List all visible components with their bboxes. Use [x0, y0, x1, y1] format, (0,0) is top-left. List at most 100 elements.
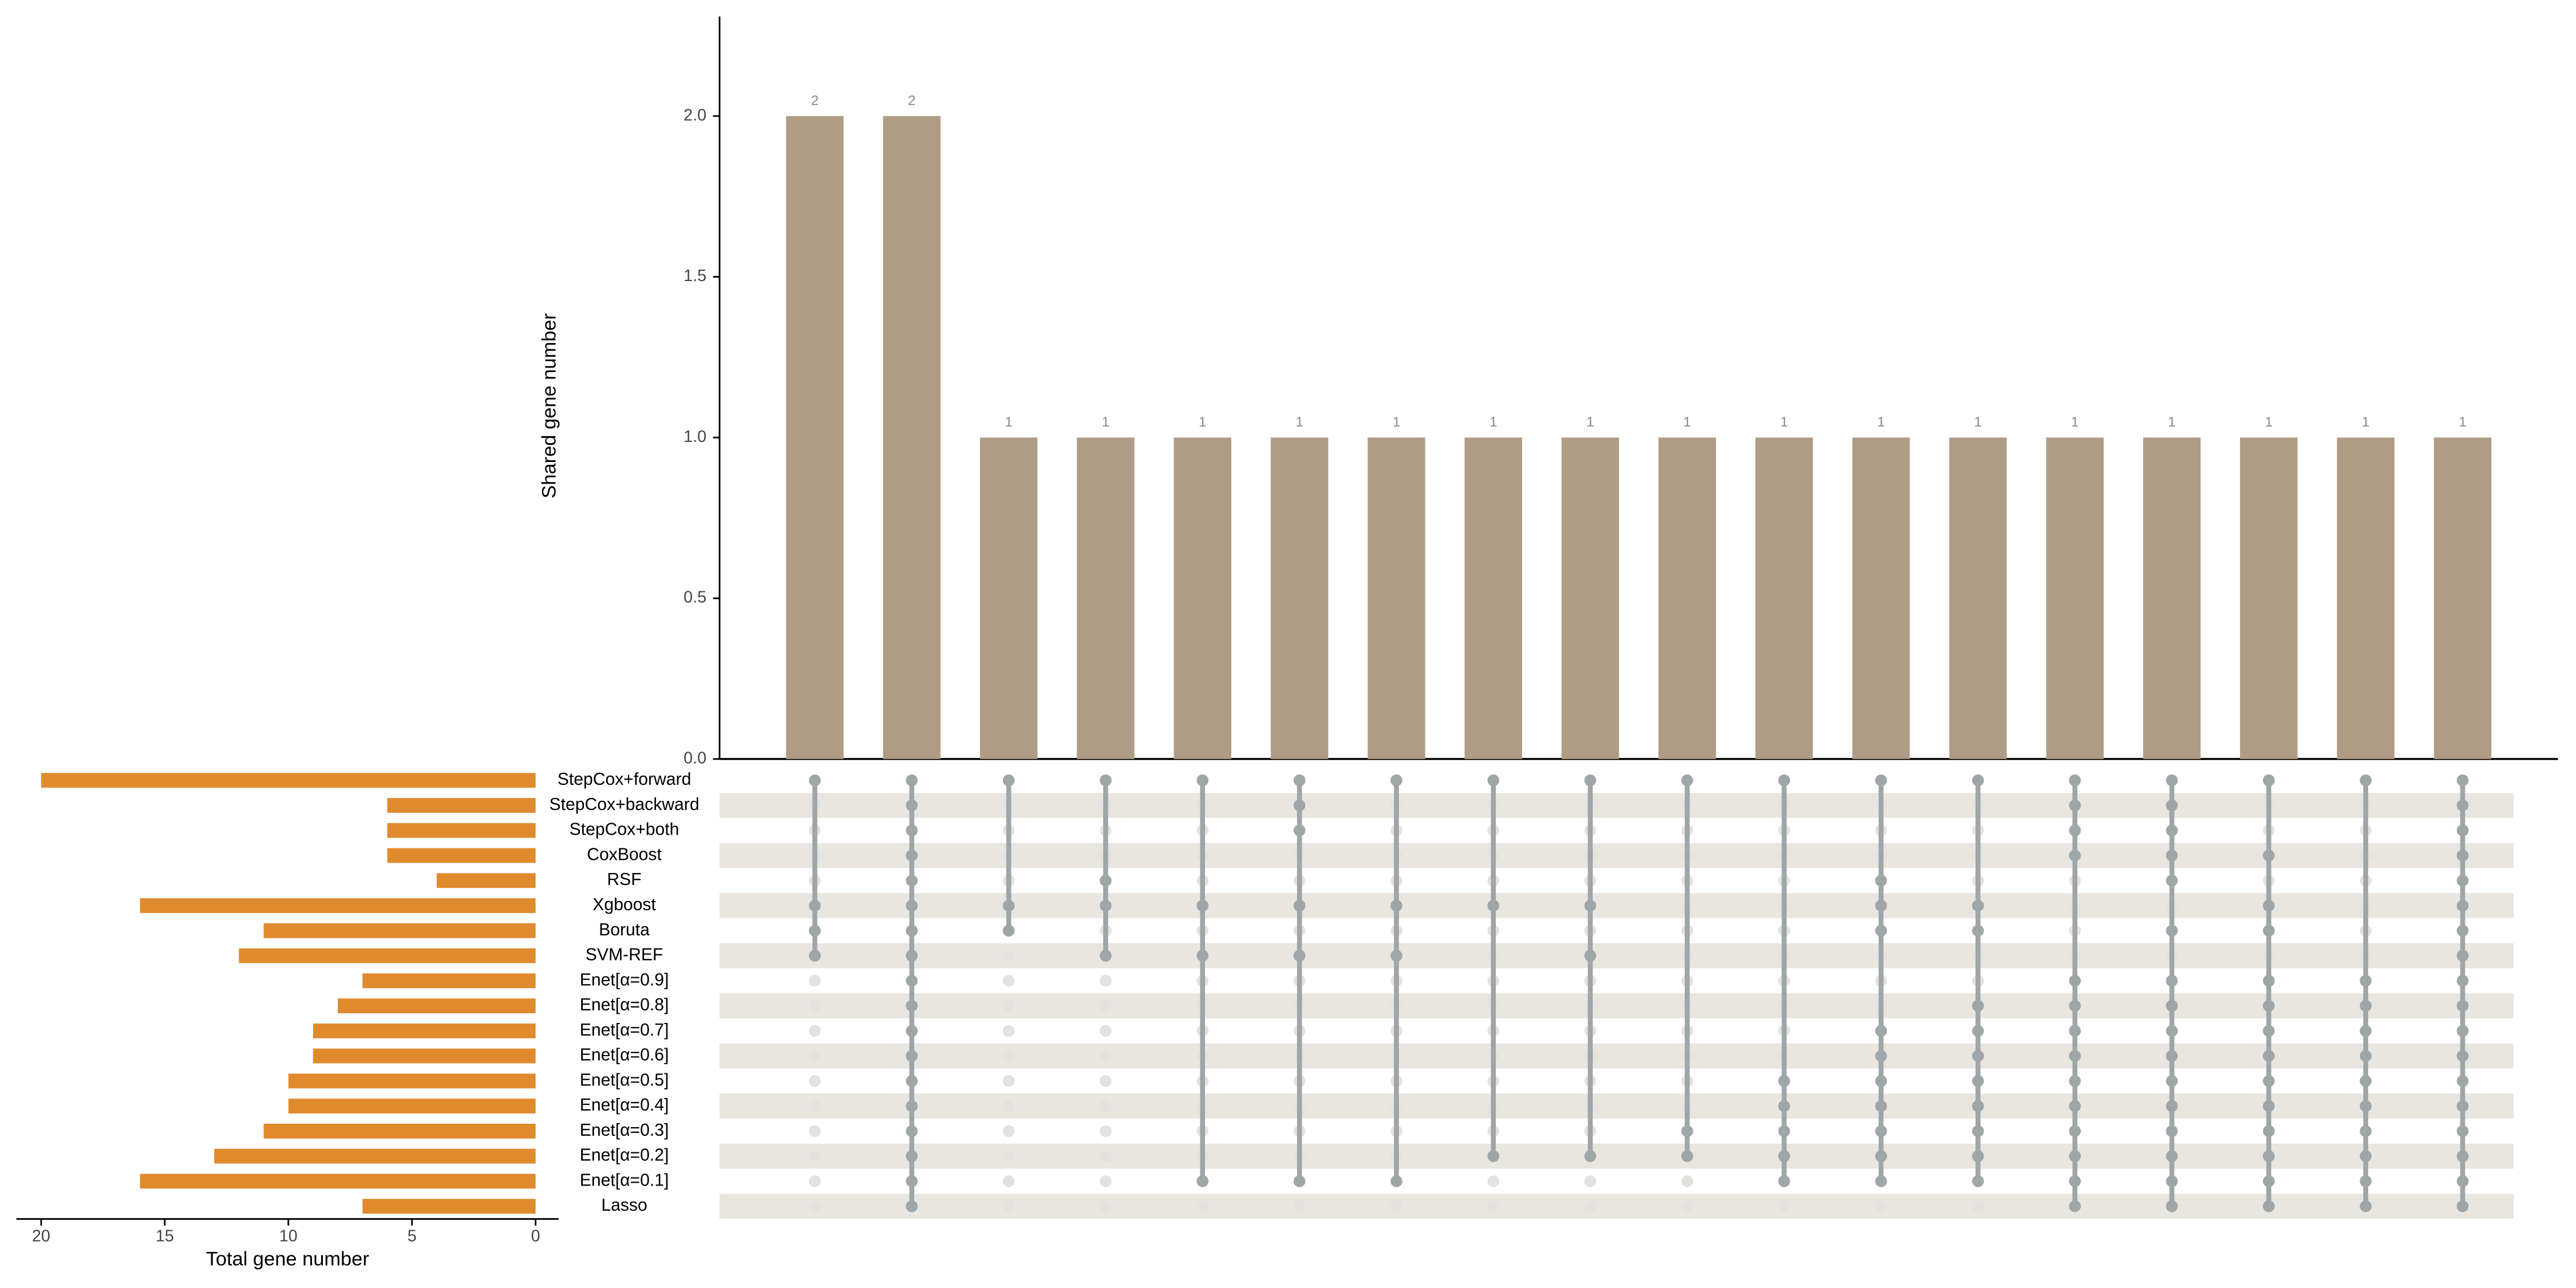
member-dot [1487, 1150, 1500, 1163]
row-stripe [720, 893, 2514, 918]
empty-dot [1100, 1150, 1112, 1163]
intersection-bar [2337, 437, 2395, 759]
y-axis-title: Shared gene number [539, 313, 560, 498]
intersection-bar [1658, 437, 1716, 759]
empty-dot [1002, 1050, 1015, 1062]
value-label: 2 [811, 93, 819, 108]
x-tick-label: 15 [156, 1227, 174, 1246]
member-dot [2456, 1175, 2469, 1187]
member-dot [1002, 924, 1015, 937]
empty-dot [1100, 1125, 1112, 1137]
member-dot [906, 950, 918, 962]
member-dot [809, 899, 821, 912]
member-dot [2456, 1150, 2469, 1163]
intersection-bar [1561, 437, 1619, 759]
set-label: Lasso [601, 1196, 647, 1215]
member-dot [906, 874, 918, 887]
set-label: Enet[α=0.5] [580, 1070, 669, 1089]
member-dot [1100, 950, 1112, 962]
intersection-bar [2046, 437, 2104, 759]
y-tick-label: 0.0 [683, 749, 706, 767]
intersection-bar [1077, 437, 1135, 759]
set-label: RSF [607, 870, 641, 889]
set-bar [338, 998, 536, 1014]
member-dot [1875, 1075, 1887, 1087]
value-label: 1 [1199, 414, 1207, 430]
empty-dot [809, 974, 821, 987]
value-label: 1 [1295, 414, 1303, 430]
empty-dot [809, 1100, 821, 1112]
x-axis-title: Total gene number [206, 1248, 369, 1270]
empty-dot [1100, 1200, 1112, 1212]
member-dot [2360, 774, 2372, 787]
member-dot [2360, 1075, 2372, 1087]
value-label: 1 [1005, 414, 1013, 430]
x-tick-label: 10 [279, 1227, 298, 1246]
member-dot [2069, 1125, 2081, 1137]
set-bar [387, 823, 536, 838]
row-stripe [720, 1093, 2514, 1119]
member-dot [1778, 1175, 1791, 1187]
empty-dot [1002, 974, 1015, 987]
value-label: 1 [2362, 414, 2370, 430]
member-dot [1584, 899, 1597, 912]
member-dot [1972, 1125, 1984, 1137]
member-dot [2069, 1050, 2081, 1062]
member-dot [1584, 1150, 1597, 1163]
member-dot [1972, 774, 1984, 787]
empty-dot [1002, 1200, 1015, 1212]
set-bar [239, 948, 536, 963]
member-dot [906, 1125, 918, 1137]
member-dot [1002, 774, 1015, 787]
value-label: 2 [908, 93, 916, 108]
member-dot [1778, 774, 1791, 787]
value-label: 1 [2168, 414, 2176, 430]
empty-dot [1002, 950, 1015, 962]
set-label: Enet[α=0.1] [580, 1171, 669, 1190]
empty-dot [1293, 1200, 1306, 1212]
value-label: 1 [1102, 414, 1110, 430]
member-dot [1875, 924, 1887, 937]
row-stripe [720, 993, 2514, 1018]
set-bar [362, 973, 536, 989]
member-dot [2262, 850, 2275, 862]
member-dot [906, 1025, 918, 1037]
member-dot [1390, 950, 1402, 962]
member-dot [1972, 1175, 1984, 1187]
member-dot [1875, 1100, 1887, 1112]
y-tick-label: 0.5 [683, 588, 706, 607]
member-dot [2456, 1100, 2469, 1112]
member-dot [1293, 899, 1306, 912]
empty-dot [1100, 1025, 1112, 1037]
member-dot [2166, 974, 2178, 987]
member-dot [1972, 924, 1984, 937]
member-dot [2456, 850, 2469, 862]
set-label: Xgboost [592, 895, 656, 914]
member-dot [1972, 1025, 1984, 1037]
member-dot [2069, 774, 2081, 787]
empty-dot [1002, 1075, 1015, 1087]
member-dot [1778, 1125, 1791, 1137]
member-dot [2456, 899, 2469, 912]
set-label: Enet[α=0.6] [580, 1046, 669, 1065]
member-dot [2069, 1175, 2081, 1187]
member-dot [2166, 1200, 2178, 1212]
member-dot [2456, 874, 2469, 887]
member-dot [1681, 1125, 1693, 1137]
member-dot [2069, 974, 2081, 987]
value-label: 1 [1586, 414, 1594, 430]
member-dot [2069, 799, 2081, 812]
member-dot [1584, 950, 1597, 962]
member-dot [2069, 824, 2081, 837]
set-label: StepCox+backward [550, 795, 700, 814]
value-label: 1 [2265, 414, 2273, 430]
member-dot [2262, 1050, 2275, 1062]
set-label: SVM-REF [586, 946, 663, 965]
member-dot [1972, 899, 1984, 912]
member-dot [2262, 1175, 2275, 1187]
member-dot [2069, 1075, 2081, 1087]
empty-dot [1002, 1100, 1015, 1112]
member-dot [809, 950, 821, 962]
row-stripe [720, 843, 2514, 868]
